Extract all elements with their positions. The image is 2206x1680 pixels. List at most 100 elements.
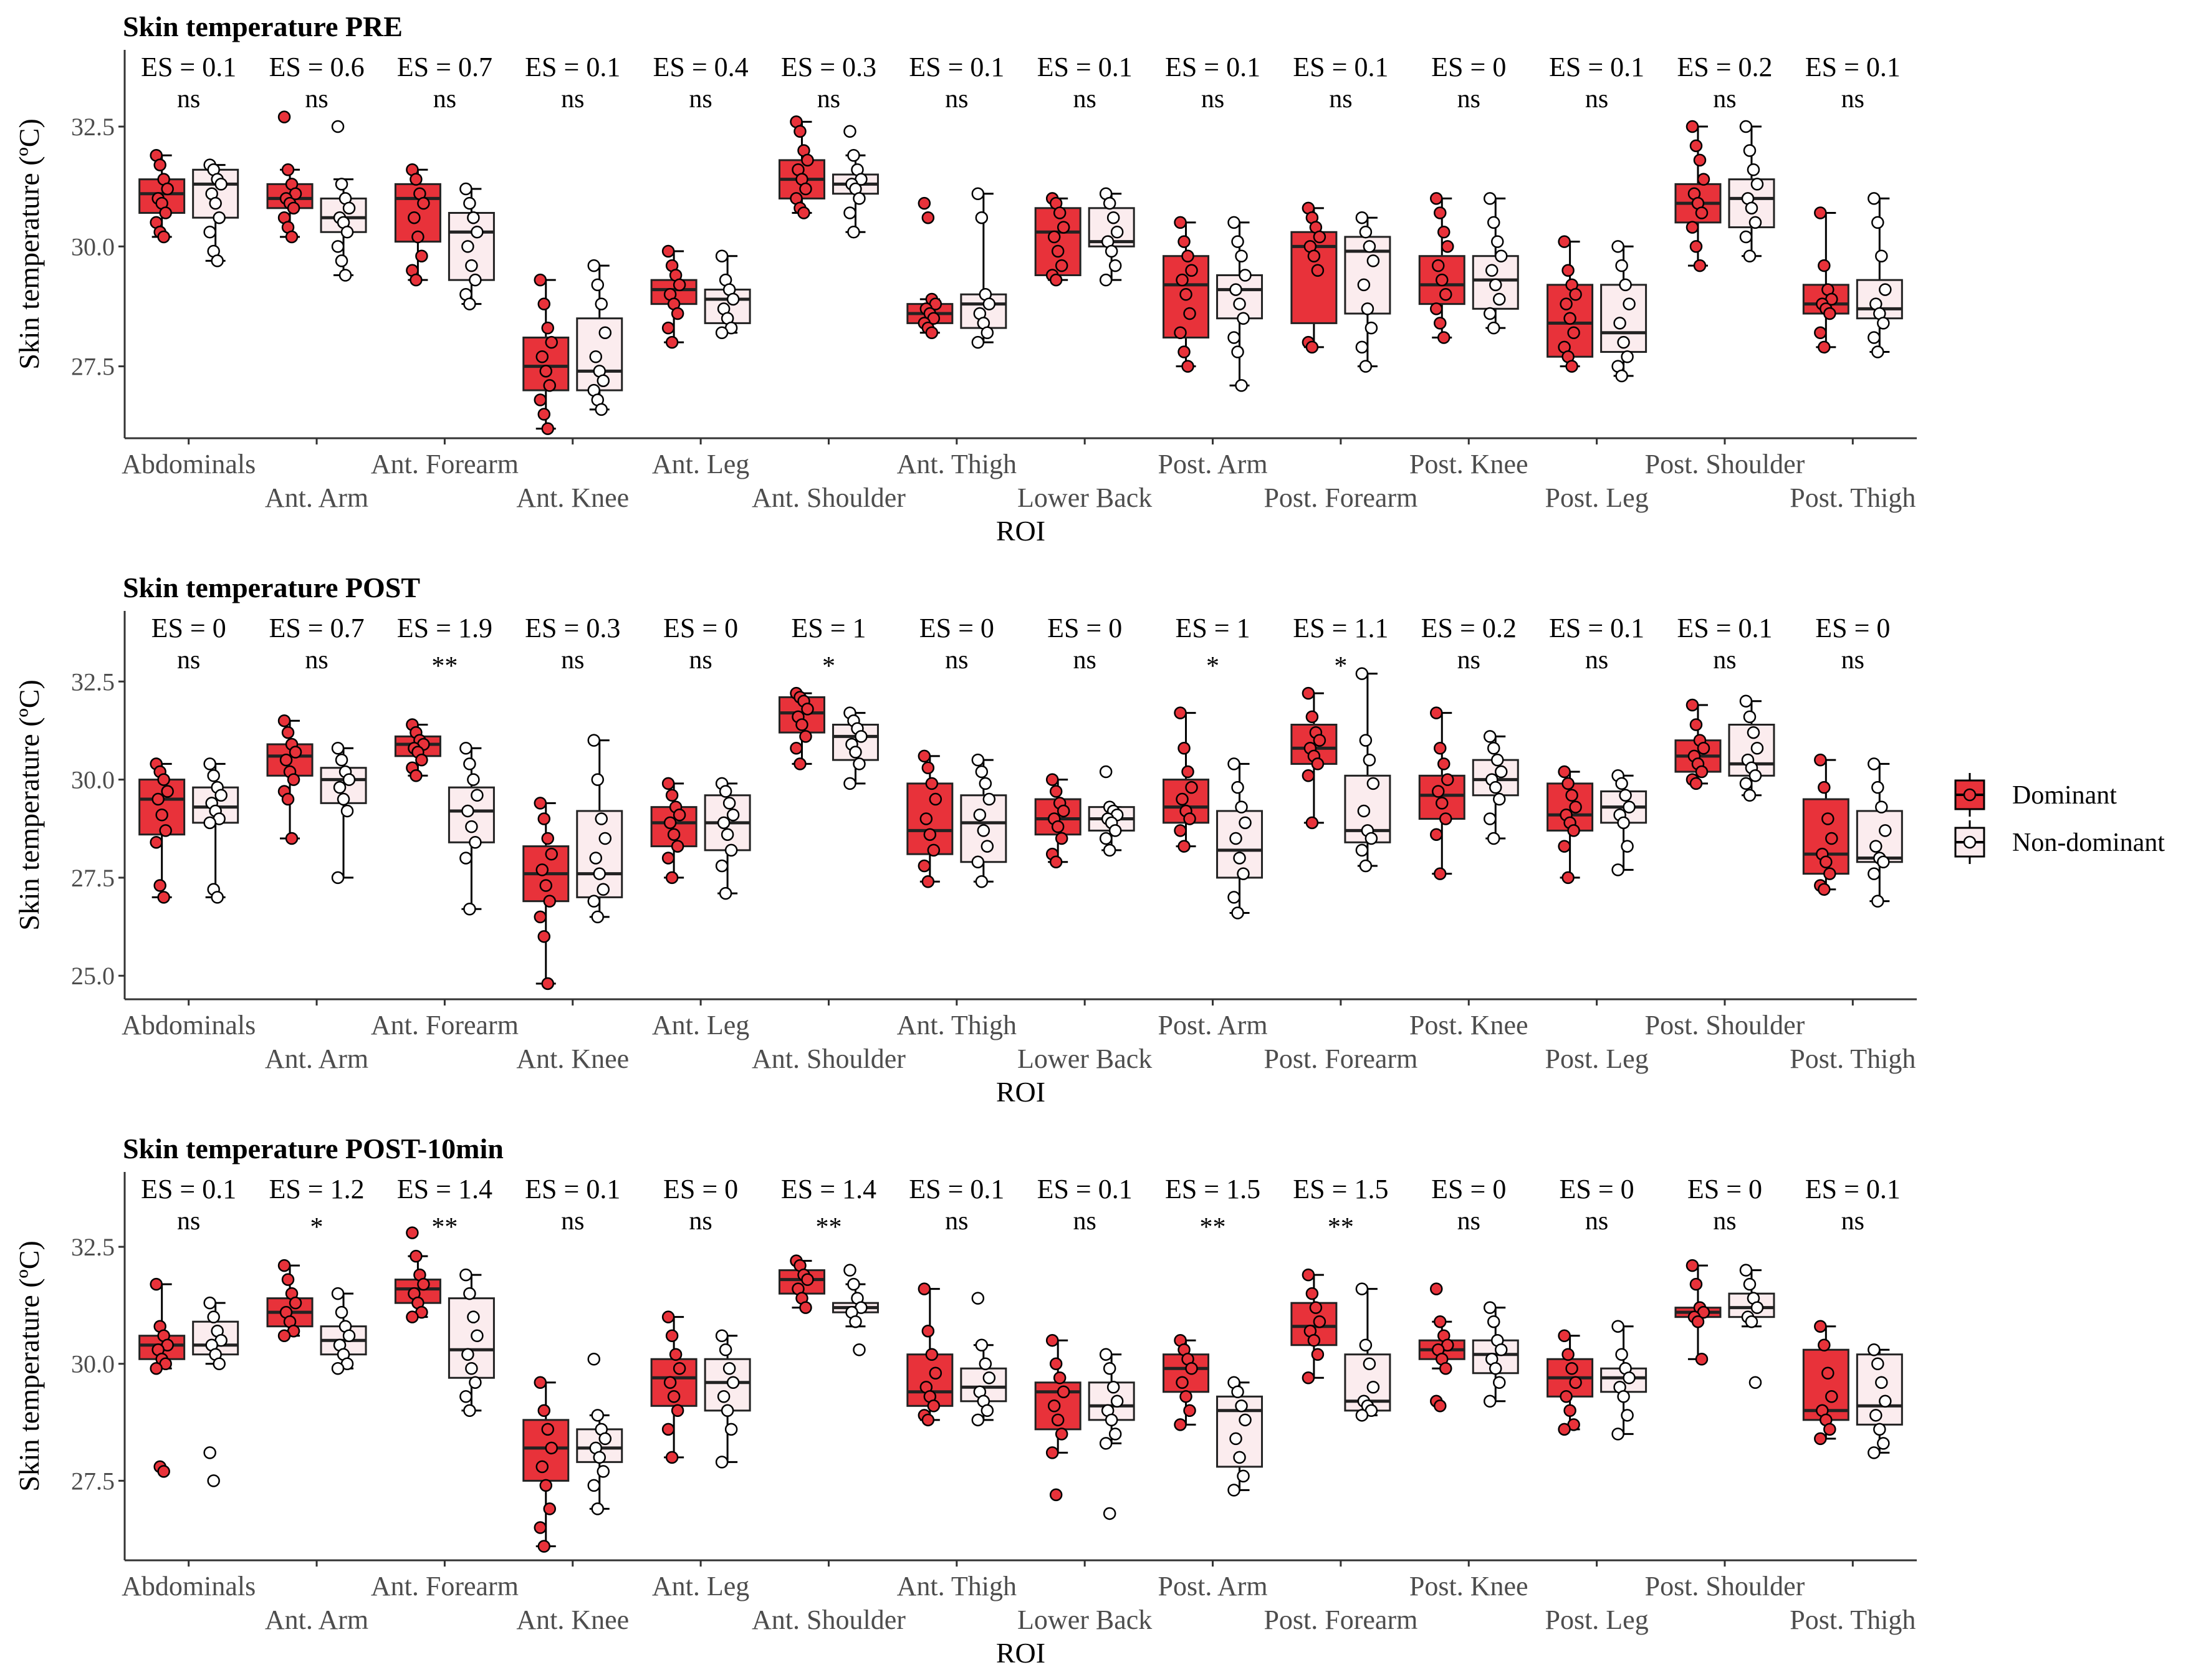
data-point-non-dominant	[1495, 249, 1508, 262]
data-point-dominant	[799, 1301, 812, 1314]
data-point-dominant	[1045, 773, 1059, 786]
data-point-dominant	[1177, 742, 1191, 755]
data-point-dominant	[1561, 1348, 1575, 1361]
roi-group-ant-knee: Ant. Knee ES = 0.1 ns	[516, 52, 629, 513]
data-point-dominant	[534, 1376, 547, 1390]
data-point-non-dominant	[1355, 843, 1369, 857]
data-point-non-dominant	[1227, 757, 1240, 770]
effect-size-label: ES = 1	[791, 613, 866, 643]
x-tick-label: Post. Thigh	[1790, 1044, 1916, 1074]
data-point-dominant	[1689, 139, 1703, 153]
data-point-dominant	[150, 1362, 163, 1375]
data-point-dominant	[1560, 1390, 1573, 1403]
data-point-dominant	[537, 297, 550, 310]
data-point-non-dominant	[1359, 859, 1373, 873]
roi-group-ant-thigh: Ant. Thigh ES = 0 ns	[897, 613, 1017, 1040]
data-point-non-dominant	[1879, 824, 1892, 837]
effect-size-label: ES = 0	[663, 613, 738, 643]
data-point-non-dominant	[1231, 345, 1244, 358]
data-point-dominant	[1434, 1399, 1447, 1413]
data-point-dominant	[277, 714, 291, 727]
data-point-non-dominant	[1487, 832, 1500, 845]
y-tick-label: 30.0	[71, 233, 115, 261]
data-point-dominant	[289, 1296, 302, 1310]
data-point-dominant	[1055, 1428, 1068, 1441]
data-point-dominant	[1820, 855, 1833, 868]
data-point-non-dominant	[853, 757, 866, 770]
data-point-non-dominant	[1621, 350, 1634, 363]
data-point-non-dominant	[203, 816, 216, 830]
roi-group-post-thigh: Post. Thigh ES = 0 ns	[1790, 613, 1916, 1074]
data-point-non-dominant	[1484, 1394, 1497, 1408]
data-point-non-dominant	[1621, 1409, 1634, 1422]
data-point-dominant	[534, 910, 547, 924]
significance-label: ns	[1713, 85, 1736, 113]
roi-group-ant-thigh: Ant. Thigh ES = 0.1 ns	[897, 1174, 1017, 1601]
data-point-non-dominant	[1231, 780, 1244, 794]
data-point-non-dominant	[340, 804, 354, 818]
data-point-non-dominant	[214, 178, 228, 191]
legend-label-dominant: Dominant	[2012, 781, 2117, 810]
data-point-dominant	[1563, 1404, 1576, 1418]
data-point-dominant	[406, 1310, 419, 1323]
data-point-non-dominant	[203, 1296, 216, 1310]
data-point-dominant	[1686, 698, 1699, 712]
data-point-non-dominant	[1617, 1390, 1630, 1403]
data-point-non-dominant	[719, 1343, 732, 1356]
data-point-dominant	[1174, 1418, 1187, 1431]
data-point-dominant	[794, 757, 807, 770]
data-point-dominant	[665, 789, 679, 802]
data-point-dominant	[1825, 1390, 1838, 1403]
data-point-non-dominant	[1105, 244, 1118, 258]
data-point-non-dominant	[333, 780, 347, 794]
data-point-non-dominant	[981, 840, 994, 853]
roi-group-ant-forearm: Ant. Forearm ES = 1.9 **	[371, 613, 519, 1040]
significance-label: ns	[689, 1207, 712, 1236]
data-point-non-dominant	[1868, 757, 1881, 770]
data-point-non-dominant	[593, 1451, 606, 1464]
data-point-non-dominant	[471, 789, 484, 802]
data-point-dominant	[1049, 1357, 1063, 1370]
data-point-non-dominant	[1489, 780, 1502, 794]
data-point-dominant	[661, 777, 675, 790]
y-axis-label: Skin temperature (ºC)	[13, 1241, 45, 1492]
data-point-dominant	[1049, 1488, 1063, 1502]
data-point-dominant	[918, 196, 931, 210]
data-point-non-dominant	[337, 792, 350, 806]
data-point-non-dominant	[1231, 1385, 1244, 1399]
data-point-non-dominant	[591, 278, 604, 292]
data-point-non-dominant	[1237, 867, 1250, 880]
data-point-dominant	[925, 1348, 939, 1361]
y-tick-label: 30.0	[71, 766, 115, 794]
data-point-non-dominant	[982, 297, 996, 310]
x-tick-label: Ant. Leg	[652, 1571, 749, 1601]
data-point-non-dominant	[1108, 1428, 1122, 1441]
y-tick-label: 32.5	[71, 113, 115, 141]
data-point-non-dominant	[597, 374, 610, 387]
data-point-non-dominant	[1747, 163, 1760, 176]
data-point-non-dominant	[1237, 1469, 1250, 1483]
data-point-non-dominant	[1099, 1348, 1113, 1361]
x-tick-label: Post. Arm	[1158, 449, 1268, 479]
data-point-dominant	[151, 792, 165, 806]
x-tick-label: Post. Forearm	[1264, 1044, 1417, 1074]
effect-size-label: ES = 0.1	[525, 1174, 620, 1204]
x-tick-label: Post. Knee	[1409, 449, 1528, 479]
data-point-non-dominant	[465, 820, 478, 833]
significance-label: ns	[1841, 85, 1864, 113]
data-point-dominant	[671, 307, 684, 320]
data-point-dominant	[661, 1423, 675, 1436]
x-tick-label: Abdominals	[122, 1571, 256, 1601]
data-point-non-dominant	[331, 1362, 345, 1375]
data-point-non-dominant	[1227, 1484, 1240, 1497]
significance-label: ns	[945, 1207, 968, 1236]
data-point-dominant	[1185, 1362, 1198, 1375]
data-point-non-dominant	[1871, 345, 1884, 358]
data-point-dominant	[929, 1366, 942, 1380]
roi-group-post-leg: Post. Leg ES = 0.1 ns	[1545, 52, 1648, 513]
data-point-dominant	[1686, 1259, 1699, 1272]
effect-size-label: ES = 0.3	[781, 52, 876, 82]
data-point-non-dominant	[1366, 1381, 1380, 1394]
x-tick-label: Ant. Knee	[516, 1044, 629, 1074]
data-point-non-dominant	[1366, 254, 1380, 267]
